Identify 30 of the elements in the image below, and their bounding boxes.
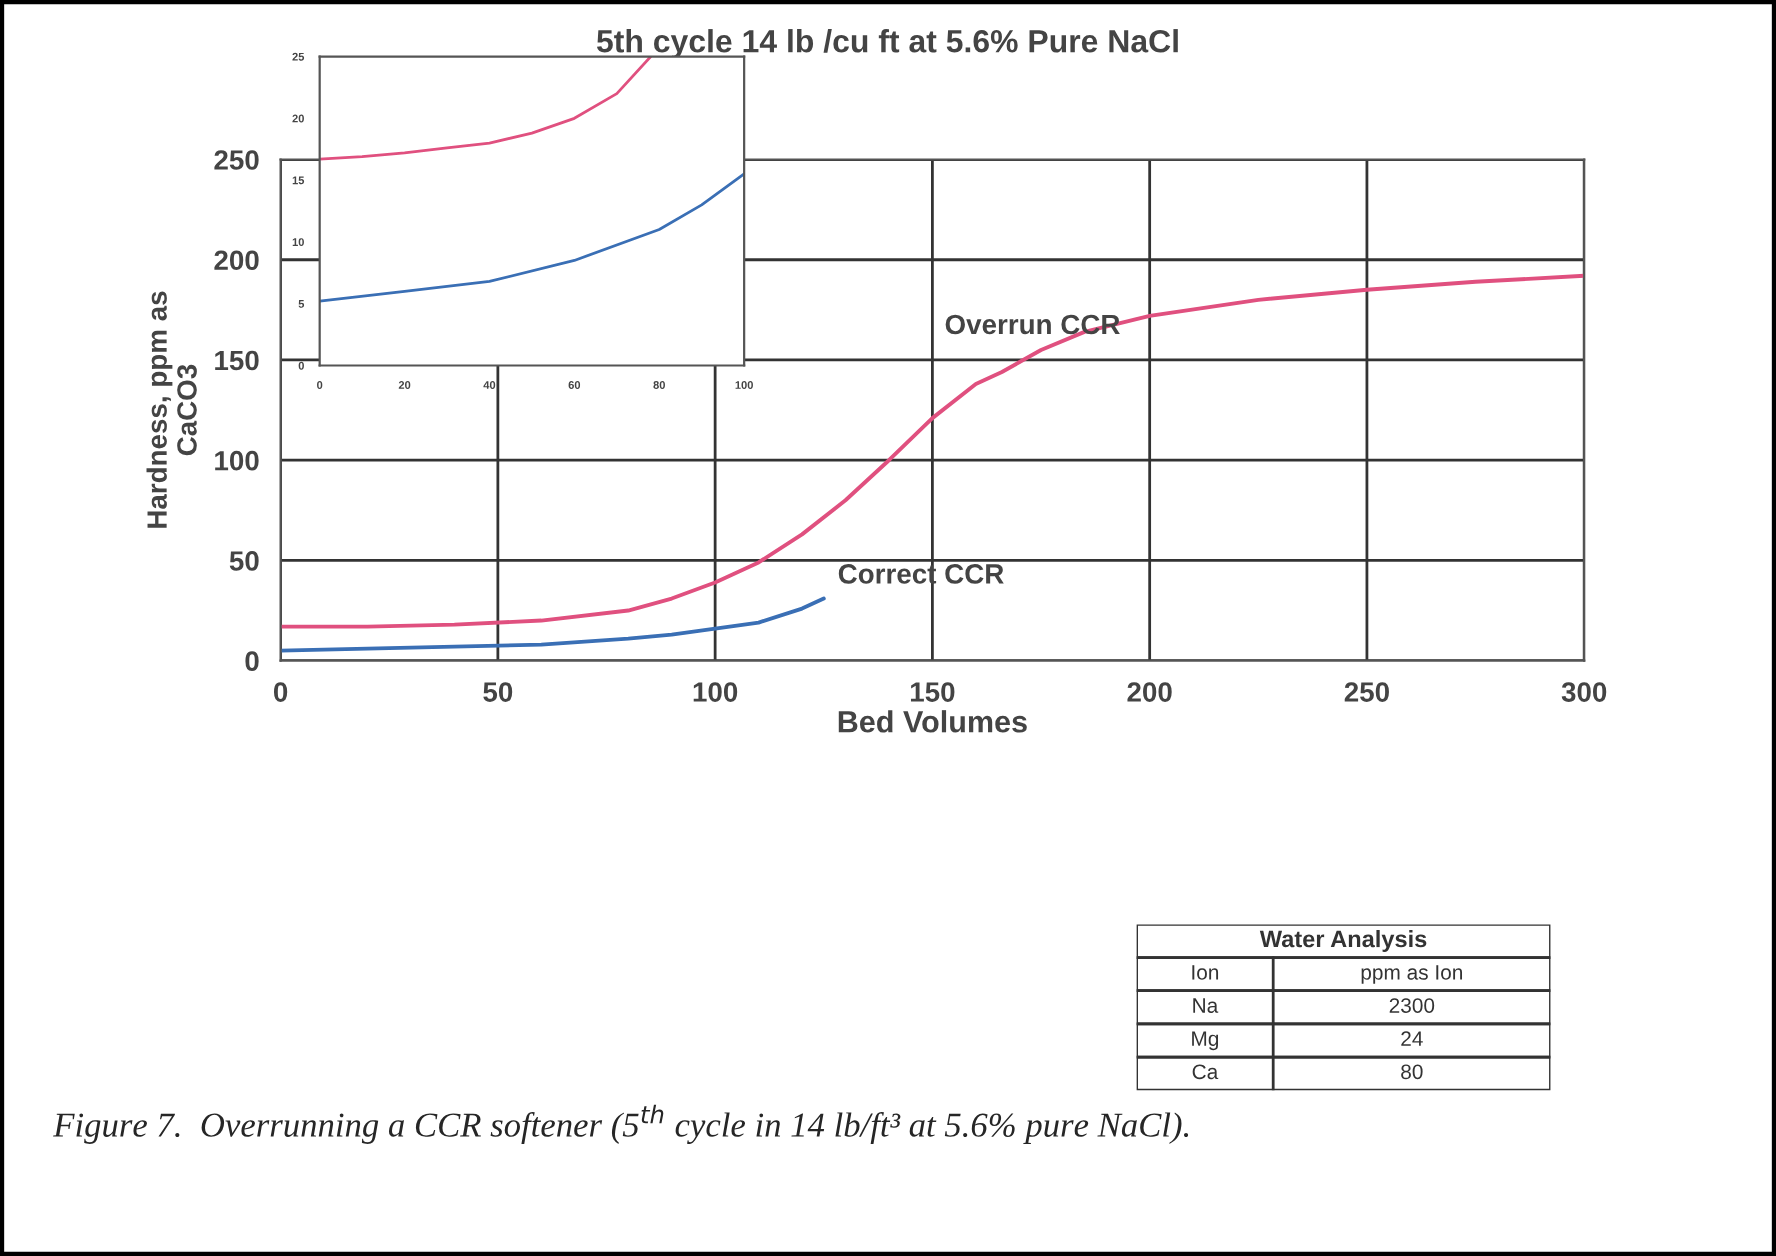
text: 24	[1401, 1031, 1423, 1046]
text: ppm as Ion	[1361, 965, 1463, 984]
y-tick-label: 150	[215, 350, 259, 371]
text: Na	[1193, 998, 1219, 1013]
text: 80	[1401, 1064, 1423, 1080]
line-series	[280, 596, 826, 653]
text: 2300	[1389, 998, 1435, 1013]
text: Water Analysis	[1259, 929, 1427, 952]
line-series	[319, 56, 653, 161]
chart-title: 5th cycle 14 lb /cu ft at 5.6% Pure NaCl	[596, 29, 1178, 59]
x-tick-label: 100	[693, 682, 738, 702]
x-tick-label: 200	[1127, 682, 1172, 702]
y-tick-label: 50	[229, 551, 259, 571]
x-tick-label: 250	[1344, 682, 1389, 702]
x-axis-title: Bed Volumes	[838, 710, 1027, 733]
text: Mg	[1192, 1031, 1219, 1051]
y-tick-label: 100	[215, 450, 259, 471]
x-tick-label: 150	[910, 682, 955, 702]
x-tick-label: 50	[483, 682, 513, 702]
y-tick-label: 250	[214, 150, 259, 170]
x-tick-label: 0	[273, 682, 288, 702]
line-series	[319, 172, 745, 303]
y-tick-label: 200	[214, 250, 259, 271]
line-series	[280, 273, 1585, 629]
y-axis-title: Hardness, ppm as CaCO3	[146, 291, 197, 528]
text: Ion	[1192, 965, 1219, 980]
caption: Figure 7. Overrunning a CCR softener (5$^{th}$ cycle in 14 lb/ft³ at 5.6% pure NaCl).	[53, 1104, 1189, 1144]
x-tick-label: 300	[1561, 682, 1607, 702]
y-tick-label: 0	[245, 651, 259, 671]
text: Ca	[1192, 1064, 1219, 1080]
